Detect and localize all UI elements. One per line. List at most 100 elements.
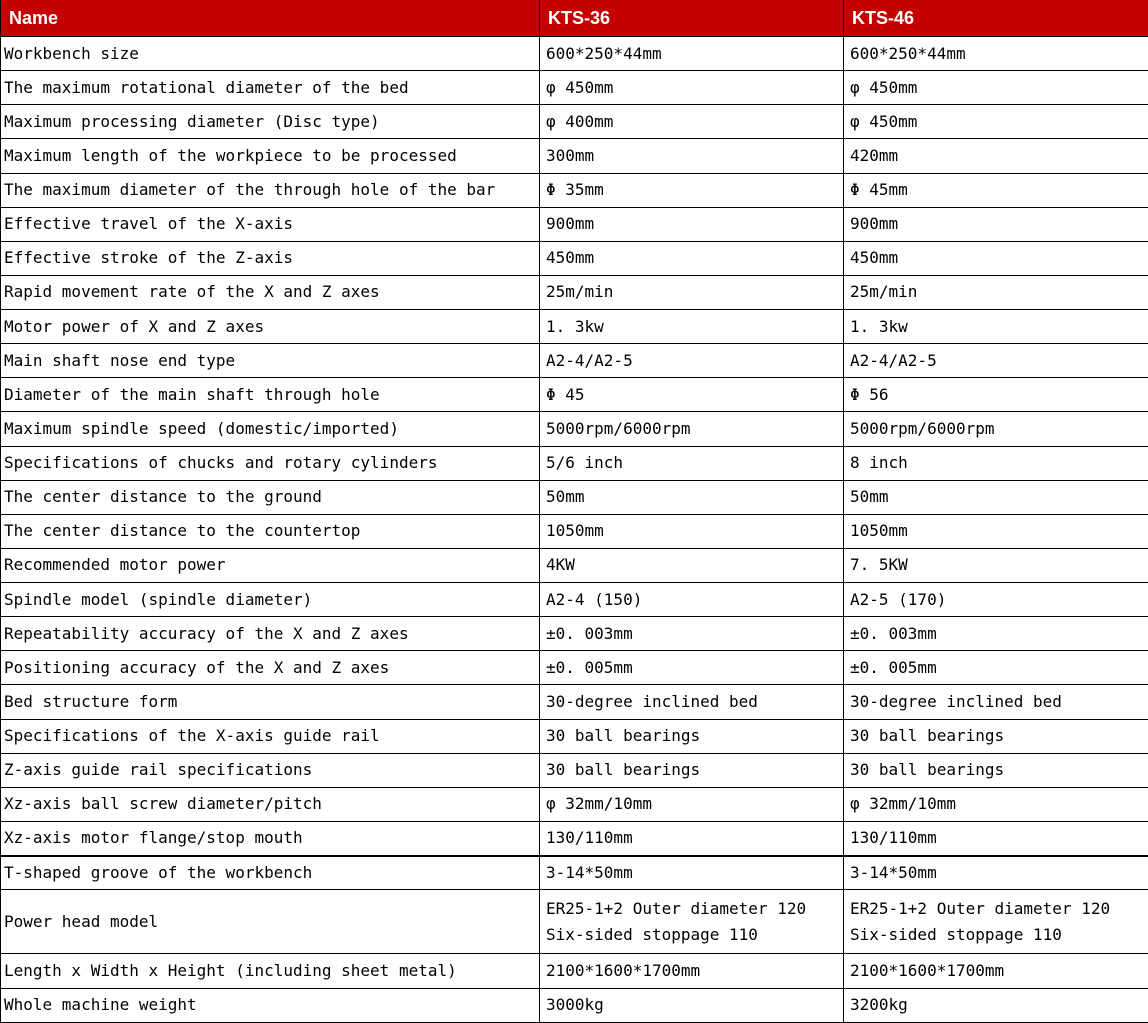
table-row: Main shaft nose end type A2-4/A2-5 A2-4/A2… — [0, 343, 1148, 379]
spec-value-cell: Φ 35mm — [539, 172, 844, 208]
spec-name-cell: Rapid movement rate of the X and Z axes — [0, 274, 540, 311]
table-row: The center distance to the ground 50mm 50m… — [0, 479, 1148, 515]
spec-name-cell: Maximum spindle speed (domestic/imported… — [0, 411, 540, 447]
table-row: The maximum diameter of the through hole… — [0, 172, 1148, 208]
table-row: T-shaped groove of the workbench 3-14*50m… — [0, 854, 1148, 891]
table-row: Maximum length of the workpiece to be pr… — [0, 138, 1148, 174]
column-header-kts46: KTS-46 — [843, 0, 1148, 37]
table-row: The center distance to the countertop 105… — [0, 513, 1148, 549]
header-row: Name KTS-36 KTS-46 — [0, 0, 1148, 37]
spec-value-cell: 300mm — [539, 138, 844, 174]
spec-value-cell: 450mm — [843, 240, 1148, 276]
table-row: Repeatability accuracy of the X and Z ax… — [0, 616, 1148, 652]
column-header-kts36: KTS-36 — [539, 0, 844, 37]
spec-value-cell: Φ 56 — [843, 377, 1148, 413]
spec-value-cell: 600*250*44mm — [843, 35, 1148, 72]
spec-value-cell: 600*250*44mm — [539, 35, 844, 72]
spec-name-cell: Spindle model (spindle diameter) — [0, 581, 540, 618]
spec-value-cell: A2-4/A2-5 — [843, 343, 1148, 379]
spec-value-cell: φ 450mm — [843, 70, 1148, 106]
table-row: Motor power of X and Z axes 1. 3kw 1. 3kw — [0, 308, 1148, 345]
spec-value-cell: ER25-1+2 Outer diameter 120 Six-sided st… — [539, 889, 844, 955]
table-row: Diameter of the main shaft through hole Φ… — [0, 377, 1148, 413]
spec-value-cell: Φ 45mm — [843, 172, 1148, 208]
spec-value-cell: 25m/min — [539, 274, 844, 311]
spec-name-cell: Specifications of chucks and rotary cyli… — [0, 445, 540, 481]
spec-value-cell: 30 ball bearings — [539, 752, 844, 788]
spec-value-cell: 30 ball bearings — [843, 718, 1148, 754]
spec-value-cell: 1. 3kw — [539, 308, 844, 345]
spec-name-cell: Effective stroke of the Z-axis — [0, 240, 540, 276]
spec-name-cell: Motor power of X and Z axes — [0, 308, 540, 345]
table-row: Maximum spindle speed (domestic/imported… — [0, 411, 1148, 447]
spec-name-cell: Diameter of the main shaft through hole — [0, 377, 540, 413]
spec-value-cell: 5000rpm/6000rpm — [843, 411, 1148, 447]
table-row: Maximum processing diameter (Disc type) φ… — [0, 104, 1148, 140]
spec-value-cell: 7. 5KW — [843, 547, 1148, 584]
spec-value-cell: 2100*1600*1700mm — [843, 953, 1148, 989]
spec-value-cell: ±0. 003mm — [843, 616, 1148, 652]
table-row: Rapid movement rate of the X and Z axes 2… — [0, 274, 1148, 311]
spec-name-cell: Z-axis guide rail specifications — [0, 752, 540, 788]
spec-value-cell: 2100*1600*1700mm — [539, 953, 844, 989]
table-row: Workbench size 600*250*44mm 600*250*44mm — [0, 35, 1148, 72]
table-row: Z-axis guide rail specifications 30 ball … — [0, 752, 1148, 788]
spec-value-cell: 5000rpm/6000rpm — [539, 411, 844, 447]
table-row: Spindle model (spindle diameter) A2-4 (15… — [0, 581, 1148, 618]
spec-value-cell: ±0. 005mm — [539, 650, 844, 686]
spec-value-cell: 50mm — [539, 479, 844, 515]
spec-value-cell: φ 400mm — [539, 104, 844, 140]
spec-value-cell: 3200kg — [843, 987, 1148, 1023]
spec-value-cell: φ 32mm/10mm — [539, 786, 844, 822]
table-row: Length x Width x Height (including sheet… — [0, 953, 1148, 989]
spec-name-cell: Xz-axis ball screw diameter/pitch — [0, 786, 540, 822]
table-row: Whole machine weight 3000kg 3200kg — [0, 987, 1148, 1023]
table-row: Bed structure form 30-degree inclined bed… — [0, 684, 1148, 720]
spec-name-cell: Effective travel of the X-axis — [0, 206, 540, 242]
spec-value-cell: 8 inch — [843, 445, 1148, 481]
table-row: Effective travel of the X-axis 900mm 900mm — [0, 206, 1148, 242]
spec-value-cell: A2-4/A2-5 — [539, 343, 844, 379]
spec-value-cell: 900mm — [843, 206, 1148, 242]
table-row: The maximum rotational diameter of the b… — [0, 70, 1148, 106]
spec-value-cell: Φ 45 — [539, 377, 844, 413]
spec-value-cell: 1050mm — [539, 513, 844, 549]
spec-value-cell: 420mm — [843, 138, 1148, 174]
spec-value-cell: 25m/min — [843, 274, 1148, 311]
spec-name-cell: Recommended motor power — [0, 547, 540, 584]
spec-value-cell: 450mm — [539, 240, 844, 276]
spec-value-cell: φ 450mm — [539, 70, 844, 106]
spec-name-cell: The center distance to the ground — [0, 479, 540, 515]
spec-value-cell: 130/110mm — [843, 820, 1148, 857]
spec-value-cell: 1050mm — [843, 513, 1148, 549]
spec-value-cell: A2-4 (150) — [539, 581, 844, 618]
spec-name-cell: Xz-axis motor flange/stop mouth — [0, 820, 540, 857]
spec-name-cell: Maximum processing diameter (Disc type) — [0, 104, 540, 140]
spec-name-cell: The maximum rotational diameter of the b… — [0, 70, 540, 106]
spec-name-cell: Main shaft nose end type — [0, 343, 540, 379]
table-row: Xz-axis motor flange/stop mouth 130/110mm… — [0, 820, 1148, 857]
spec-value-cell: 30 ball bearings — [539, 718, 844, 754]
spec-name-cell: Positioning accuracy of the X and Z axes — [0, 650, 540, 686]
spec-value-cell: φ 450mm — [843, 104, 1148, 140]
spec-value-cell: ±0. 003mm — [539, 616, 844, 652]
table-row: Positioning accuracy of the X and Z axes… — [0, 650, 1148, 686]
spec-name-cell: Maximum length of the workpiece to be pr… — [0, 138, 540, 174]
spec-value-cell: 50mm — [843, 479, 1148, 515]
spec-name-cell: Power head model — [0, 889, 540, 955]
table-row: Recommended motor power 4KW 7. 5KW — [0, 547, 1148, 584]
spec-name-cell: The center distance to the countertop — [0, 513, 540, 549]
spec-name-cell: The maximum diameter of the through hole… — [0, 172, 540, 208]
spec-value-cell: ER25-1+2 Outer diameter 120 Six-sided st… — [843, 889, 1148, 955]
table-row: Xz-axis ball screw diameter/pitch φ 32mm/… — [0, 786, 1148, 822]
table-row: Specifications of the X-axis guide rail 3… — [0, 718, 1148, 754]
spec-value-cell: 3000kg — [539, 987, 844, 1023]
table-row: Power head model ER25-1+2 Outer diameter … — [0, 889, 1148, 955]
spec-name-cell: Repeatability accuracy of the X and Z ax… — [0, 616, 540, 652]
spec-name-cell: Workbench size — [0, 35, 540, 72]
spec-name-cell: Length x Width x Height (including sheet… — [0, 953, 540, 989]
spec-value-cell: 3-14*50mm — [539, 854, 844, 891]
spec-value-cell: 30 ball bearings — [843, 752, 1148, 788]
spec-value-cell: 1. 3kw — [843, 308, 1148, 345]
